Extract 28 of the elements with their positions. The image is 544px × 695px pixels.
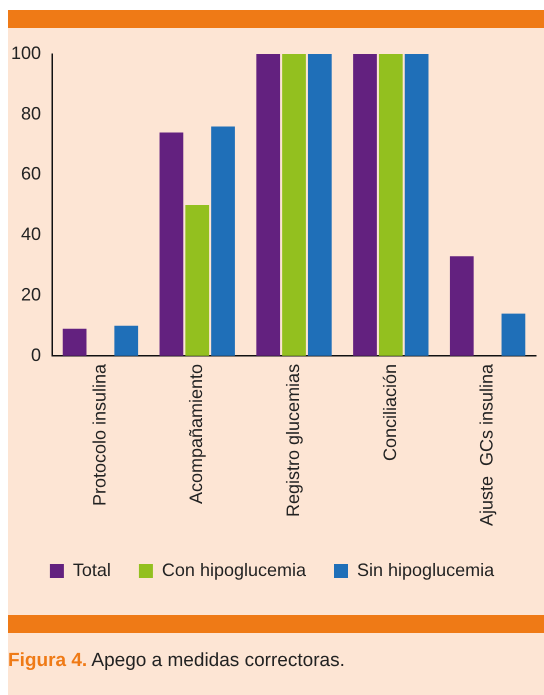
y-tick-label: 40 <box>21 224 42 244</box>
x-tick-label: Conciliación <box>380 364 400 461</box>
bar <box>211 126 235 356</box>
y-tick-label: 100 <box>10 42 42 63</box>
y-tick-label: 80 <box>21 103 42 124</box>
bar <box>378 54 403 356</box>
bar <box>114 326 138 356</box>
y-tick-label: 60 <box>21 164 42 184</box>
bar <box>502 314 526 356</box>
y-tick-label: 20 <box>21 284 42 305</box>
x-tick-label: Protocolo insulina <box>89 362 110 506</box>
x-tick-label: Acompañamiento <box>186 364 206 504</box>
x-tick-label: Ajuste GCs insulina <box>476 362 497 526</box>
legend-label: Sin hipoglucemia <box>357 560 496 580</box>
bar <box>404 54 428 356</box>
bar <box>160 132 184 356</box>
legend-label: Total <box>72 560 111 580</box>
y-tick-label: 0 <box>31 344 42 365</box>
bar <box>62 328 86 356</box>
bar <box>308 54 332 356</box>
text: Figura 4. Apego a medidas correctoras. <box>8 650 345 672</box>
bar <box>185 204 210 356</box>
bar <box>353 54 377 356</box>
bar <box>450 256 474 356</box>
legend-label: Con hipoglucemia <box>162 560 307 580</box>
x-tick-label: Registro glucemias <box>282 364 303 517</box>
bar <box>256 54 280 356</box>
bar <box>282 54 306 356</box>
